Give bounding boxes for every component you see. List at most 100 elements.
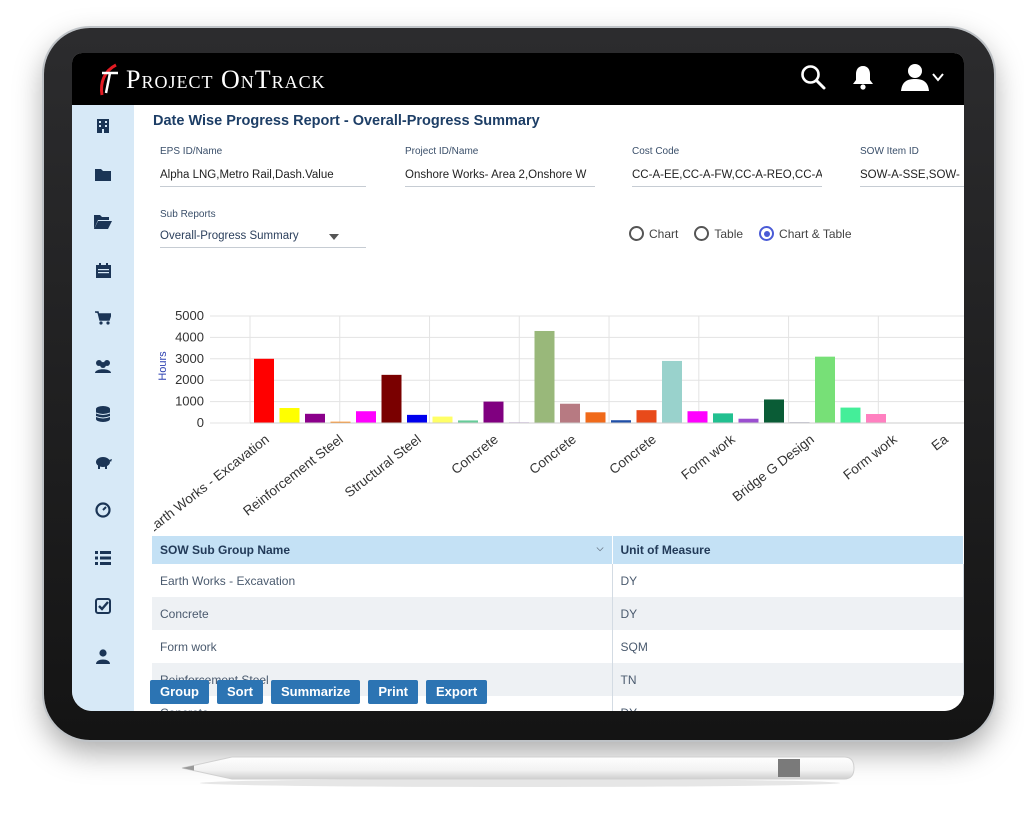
table-cell: Earth Works - Excavation [152, 564, 613, 597]
bar [585, 412, 606, 423]
cost-code-field[interactable]: CC-A-EE,CC-A-FW,CC-A-REO,CC-A-C [632, 165, 822, 187]
bar [279, 408, 300, 423]
table-header-row: SOW Sub Group Name ⌵ Unit of Measure [152, 536, 964, 564]
list-icon[interactable] [94, 549, 112, 567]
checklist-icon[interactable] [94, 597, 112, 615]
bar [636, 410, 657, 423]
users-icon[interactable] [94, 357, 112, 375]
radio-chart[interactable]: Chart [629, 226, 678, 241]
dashboard-icon[interactable] [94, 501, 112, 519]
bar [840, 407, 861, 423]
bar [458, 420, 478, 423]
bar [356, 411, 376, 423]
page-title: Date Wise Progress Report - Overall-Prog… [153, 113, 540, 129]
x-tick-label: Form work [840, 431, 900, 482]
bar [866, 414, 886, 423]
bar [407, 414, 427, 423]
table-cell: TN [612, 663, 964, 696]
cart-icon[interactable] [94, 309, 112, 327]
calendar-icon[interactable] [94, 261, 112, 279]
table-row[interactable]: Form work SQM [152, 630, 964, 663]
radio-button-selected[interactable] [759, 226, 775, 241]
column-header-sow-sub-group[interactable]: SOW Sub Group Name ⌵ [152, 536, 613, 564]
piggy-bank-icon[interactable] [94, 453, 112, 471]
project-field[interactable]: Onshore Works- Area 2,Onshore W [405, 165, 595, 187]
table-cell: Form work [152, 630, 613, 663]
eps-field[interactable]: Alpha LNG,Metro Rail,Dash.Value [160, 165, 366, 187]
radio-button[interactable] [694, 226, 710, 241]
logo-text: Project OnTrack [126, 65, 326, 94]
column-header-unit[interactable]: Unit of Measure [612, 536, 964, 564]
user-profile-icon[interactable] [94, 647, 112, 665]
radio-table[interactable]: Table [694, 226, 743, 241]
table-cell: SQM [612, 630, 964, 663]
sow-item-label: SOW Item ID [860, 146, 919, 157]
radio-chart-and-table[interactable]: Chart & Table [759, 226, 852, 241]
bell-icon[interactable] [852, 64, 874, 90]
bar [687, 411, 708, 423]
progress-bar-chart: 0 1000 2000 3000 4000 5000 Hours Earth Works - … [154, 308, 964, 536]
main-content: Date Wise Progress Report - Overall-Prog… [134, 105, 964, 711]
bar [560, 403, 580, 423]
sort-button[interactable]: Sort [217, 680, 263, 704]
x-tick-label: Earth Works - Excavation [154, 432, 272, 536]
radio-label: Table [714, 226, 744, 241]
chevron-down-icon[interactable]: ⌵ [596, 543, 604, 553]
print-button[interactable]: Print [368, 680, 418, 704]
column-header-label: Unit of Measure [620, 543, 711, 557]
x-tick-label: Bridge G Design [730, 432, 817, 505]
group-button[interactable]: Group [150, 680, 209, 704]
y-tick-label: 1000 [175, 394, 204, 409]
bar [713, 413, 733, 423]
bar [305, 413, 325, 423]
x-tick-label: Concrete [606, 432, 658, 478]
table-row[interactable]: Concrete DY [152, 597, 964, 630]
top-bar: Project OnTrack [72, 53, 964, 105]
search-icon[interactable] [800, 64, 826, 90]
radio-label: Chart [649, 226, 679, 241]
app-screen: Project OnTrack [72, 53, 964, 711]
user-menu[interactable] [900, 63, 944, 91]
sub-reports-dropdown[interactable]: Overall-Progress Summary [160, 226, 366, 248]
table-cell: DY [612, 597, 964, 630]
export-button[interactable]: Export [426, 680, 488, 704]
sub-reports-label: Sub Reports [160, 209, 216, 220]
cost-code-label: Cost Code [632, 146, 680, 157]
y-tick-label: 2000 [175, 372, 204, 387]
x-tick-label: Ea [929, 431, 952, 453]
y-tick-label: 3000 [175, 351, 204, 366]
radio-label: Chart & Table [779, 226, 852, 241]
bar [764, 399, 784, 423]
y-tick-label: 0 [197, 415, 204, 430]
summarize-button[interactable]: Summarize [271, 680, 361, 704]
folder-open-icon[interactable] [94, 213, 112, 231]
bar [534, 330, 555, 423]
sidebar [72, 105, 134, 711]
app-logo: Project OnTrack [96, 63, 326, 97]
table-cell: DY [612, 696, 964, 711]
bar [254, 358, 274, 423]
bar [381, 374, 402, 423]
x-tick-label: Structural Steel [342, 432, 424, 501]
table-row[interactable]: Concrete DY [152, 696, 964, 711]
x-tick-label: Form work [678, 431, 738, 482]
y-axis-title: Hours [157, 351, 169, 381]
bar [662, 360, 682, 423]
database-icon[interactable] [94, 405, 112, 423]
chevron-down-icon[interactable] [329, 234, 339, 240]
folder-icon[interactable] [94, 165, 112, 183]
logo-mark-icon [100, 63, 118, 96]
bar [611, 420, 631, 423]
eps-label: EPS ID/Name [160, 146, 223, 157]
table-row[interactable]: Earth Works - Excavation DY [152, 564, 964, 597]
stylus-image [181, 756, 855, 787]
building-icon[interactable] [94, 117, 112, 135]
x-tick-label: Concrete [526, 432, 578, 478]
column-header-label: SOW Sub Group Name [160, 543, 291, 557]
radio-button[interactable] [629, 226, 644, 241]
y-tick-label: 4000 [175, 329, 204, 344]
sow-item-field[interactable]: SOW-A-SSE,SOW- [860, 165, 964, 187]
user-icon [901, 64, 929, 91]
table-cell: Concrete [152, 597, 613, 630]
bar [738, 418, 759, 423]
